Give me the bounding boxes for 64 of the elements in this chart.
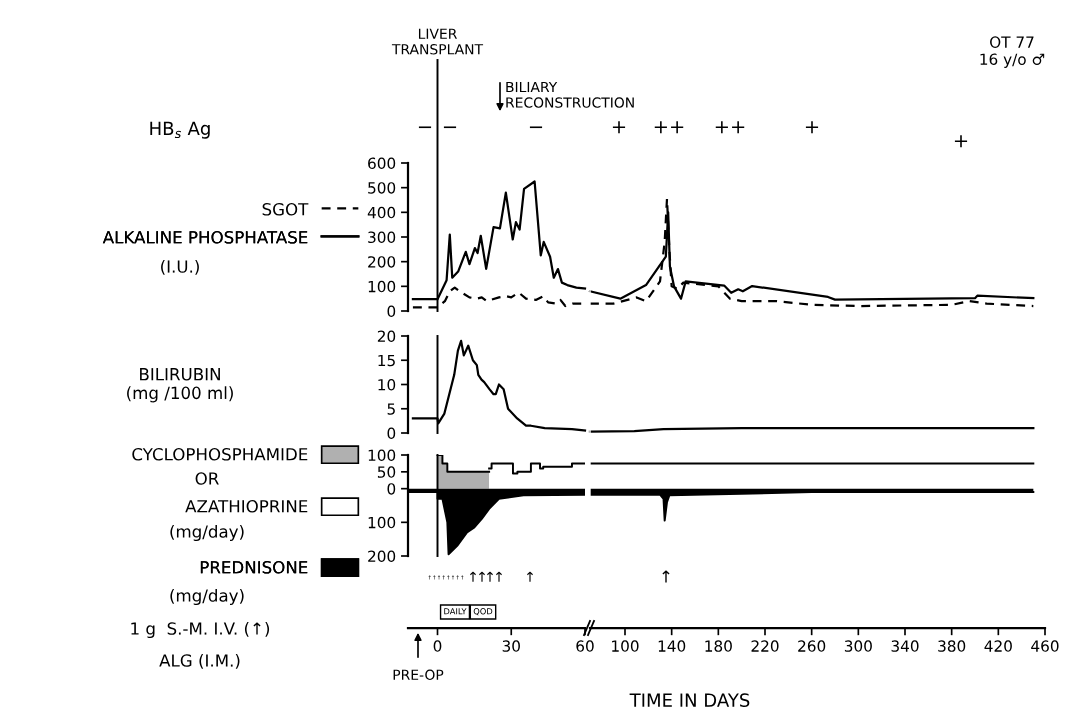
legend-label: CYCLOPHOSPHAMIDE [132,447,308,461]
x-tick-label: 100 [612,640,639,652]
y-tick-label: 200 [368,256,396,268]
x-tick-label: 0 [433,640,442,652]
x-tick-label: 460 [1031,640,1059,652]
text: HB$_{s}$ Ag [150,121,210,139]
x-tick-label: 180 [705,640,732,652]
text: ↑ [470,571,476,582]
x-tick-label: 140 [658,640,686,652]
text: 1 g S.-M. I.V. (↑) [131,621,270,639]
y-axis-title: (mg/day) [170,588,244,606]
text: ↑ [479,571,485,582]
y-tick-label: 20 [377,330,396,343]
y-tick-label: 15 [378,354,395,367]
text: ALG (I.M.) [159,653,240,669]
y-axis-title: (I.U.) [161,259,199,275]
x-tick-label: 340 [891,640,919,652]
x-tick-label: 420 [984,640,1012,652]
y-tick-label: 600 [368,157,396,170]
text: DAILY [444,608,467,615]
y-tick-label: 500 [368,182,396,194]
y-tick-label: 400 [367,206,396,219]
text: ↑ [662,570,670,583]
text: OT 77 16 y/o ♂ [980,36,1045,68]
y-tick-label: 100 [368,449,396,462]
y-tick-label: 100 [368,516,396,529]
y-tick-label: 50 [377,466,396,478]
text: − [529,126,543,129]
text: (mg/day) [170,524,244,542]
ref-line-label: LIVER TRANSPLANT [391,28,484,55]
text: ↑ [496,571,502,582]
text: − [443,126,457,129]
y-tick-label: 0 [387,427,396,440]
y-tick-label: 10 [378,378,396,391]
x-tick-label: 60 [576,640,594,652]
text: ++ [715,121,745,134]
text: OR [195,472,219,485]
legend-label: AZATHIOPRINE [185,499,308,513]
y-tick-label: 5 [387,403,395,415]
y-tick-label: 0 [387,305,396,318]
text: + [954,135,968,148]
legend-label: SGOT [262,202,309,216]
y-tick-label: 300 [368,231,396,244]
x-tick-label: 300 [844,640,872,652]
y-tick-label: 100 [368,280,396,293]
text: ++ [654,121,684,134]
legend-label: PREDNISONE [200,560,308,574]
y-tick-label: 200 [368,550,396,563]
y-tick-label: 0 [387,483,396,495]
x-axis-title: TIME IN DAYS [629,693,750,707]
legend-label: ALKALINE PHOSPHATASE [102,230,308,244]
text: ↑ [527,571,533,582]
text: − [418,126,432,129]
text: + [612,121,626,134]
y-axis-title: BILIRUBIN (mg /100 ml) [127,368,233,403]
text: BILIARY RECONSTRUCTION [506,81,634,108]
x-tick-label: 220 [751,640,779,652]
text: PRE-OP [393,669,444,681]
text: QOD [473,608,493,616]
text: + [805,121,819,134]
x-tick-label: 260 [798,640,826,652]
x-tick-label: 380 [938,640,966,652]
text: ↑ [487,571,493,582]
x-tick-label: 30 [502,640,520,652]
